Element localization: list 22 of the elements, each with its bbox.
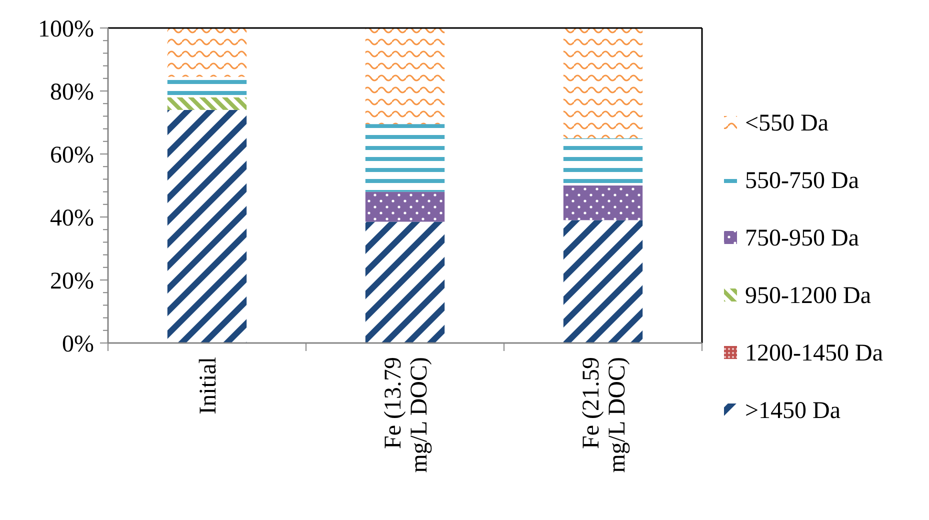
legend-label: 750-950 Da — [745, 225, 860, 252]
bar — [167, 97, 247, 110]
y-tick-label: 60% — [50, 142, 94, 168]
bar — [563, 220, 643, 343]
y-tick-label: 100% — [38, 16, 94, 42]
legend-label: 550-750 Da — [745, 168, 860, 194]
bar — [563, 186, 643, 220]
legend-label: 1200-1450 Da — [745, 340, 884, 366]
y-tick-label: 40% — [50, 205, 94, 232]
legend-label: <550 Da — [745, 110, 829, 136]
bar — [365, 222, 445, 343]
y-tick-label: 80% — [50, 79, 94, 106]
y-tick-label: 0% — [62, 331, 94, 358]
legend-label: >1450 Da — [745, 398, 841, 424]
x-tick-label: Initial — [195, 356, 222, 414]
legend-label: 950-1200 Da — [745, 282, 872, 309]
bar — [167, 28, 247, 77]
y-tick-label: 20% — [50, 268, 94, 294]
bar — [167, 110, 247, 343]
x-tick-label: Fe (13.79 mg/L DOC) — [380, 357, 432, 473]
x-tick-label: Fe (21.59 mg/L DOC) — [578, 357, 630, 473]
bar — [365, 192, 445, 222]
